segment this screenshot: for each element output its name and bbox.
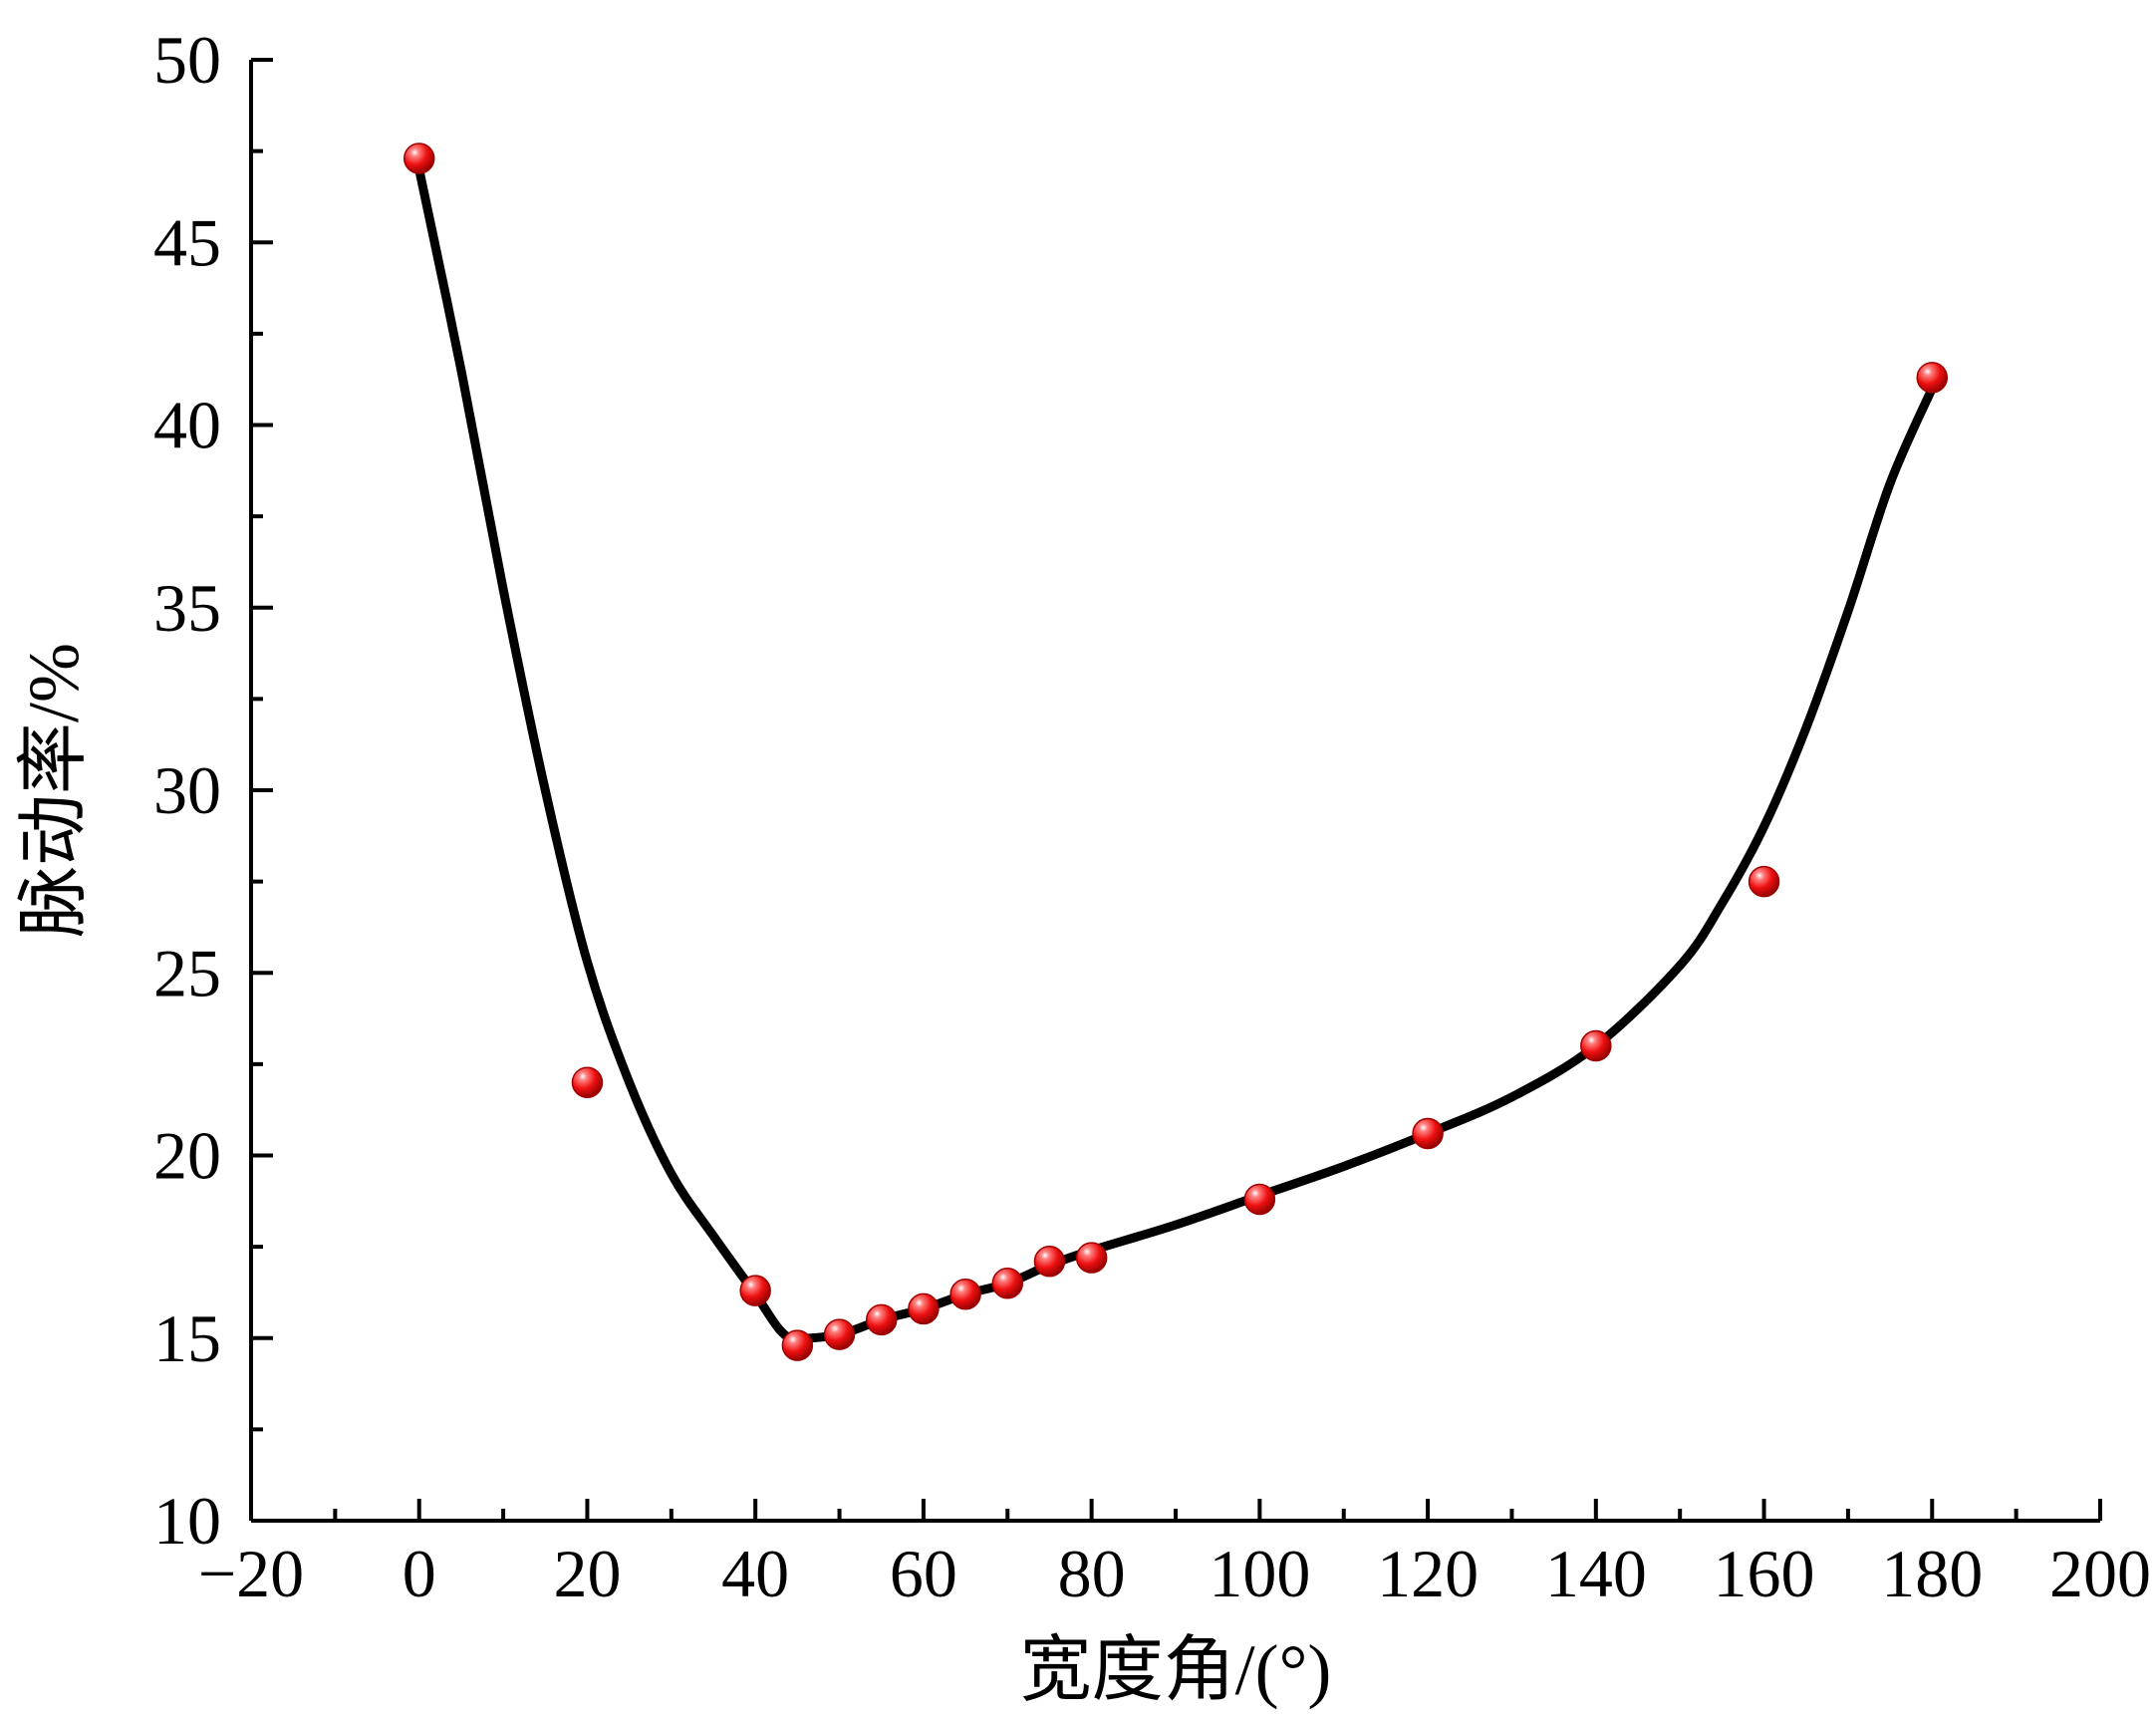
- x-tick-label: 40: [721, 1536, 789, 1611]
- ticks: [249, 58, 2102, 1523]
- data-point: [823, 1318, 856, 1350]
- data-point: [1748, 865, 1780, 898]
- data-point: [403, 143, 435, 174]
- x-tick-label: −20: [198, 1536, 304, 1611]
- y-tick-label: 45: [153, 204, 221, 280]
- data-point: [781, 1329, 814, 1361]
- data-point: [1075, 1242, 1108, 1274]
- x-tick-label: 200: [2049, 1536, 2151, 1611]
- x-tick-label: 120: [1377, 1536, 1479, 1611]
- x-tick-label: 180: [1881, 1536, 1983, 1611]
- y-tick-label: 50: [153, 22, 221, 98]
- y-axis-title: 脉动率/%: [14, 643, 94, 938]
- data-point: [739, 1275, 771, 1306]
- data-point: [908, 1292, 940, 1325]
- data-point: [1916, 362, 1949, 394]
- x-tick-label: 100: [1209, 1536, 1310, 1611]
- data-point: [1580, 1029, 1612, 1062]
- x-tick-label: 160: [1714, 1536, 1815, 1611]
- data-point: [1243, 1183, 1276, 1216]
- x-tick-label: 20: [553, 1536, 621, 1611]
- data-point: [865, 1303, 898, 1336]
- y-tick-label: 35: [153, 570, 221, 646]
- x-axis-title: 宽度角/(°): [1020, 1630, 1332, 1710]
- x-tick-label: 140: [1545, 1536, 1647, 1611]
- y-tick-label: 20: [153, 1118, 221, 1194]
- data-points: [403, 143, 1949, 1361]
- data-point: [1033, 1246, 1066, 1278]
- tick-labels: −20 0 20 40 60 80 100 120 140 160 180 200 10 15 20 25 30…: [153, 22, 2151, 1611]
- y-tick-label: 30: [153, 752, 221, 828]
- axes: [249, 60, 2100, 1523]
- y-tick-label: 10: [153, 1483, 221, 1559]
- data-point: [991, 1268, 1024, 1299]
- y-tick-label: 25: [153, 935, 221, 1010]
- data-point: [1412, 1117, 1444, 1150]
- x-tick-label: 60: [890, 1536, 957, 1611]
- y-tick-label: 40: [153, 388, 221, 463]
- fit-curve: [414, 164, 1937, 1343]
- x-tick-label: 80: [1058, 1536, 1126, 1611]
- y-tick-label: 15: [153, 1300, 221, 1376]
- data-point: [949, 1279, 981, 1310]
- data-point: [571, 1066, 604, 1098]
- x-tick-label: 0: [403, 1536, 436, 1611]
